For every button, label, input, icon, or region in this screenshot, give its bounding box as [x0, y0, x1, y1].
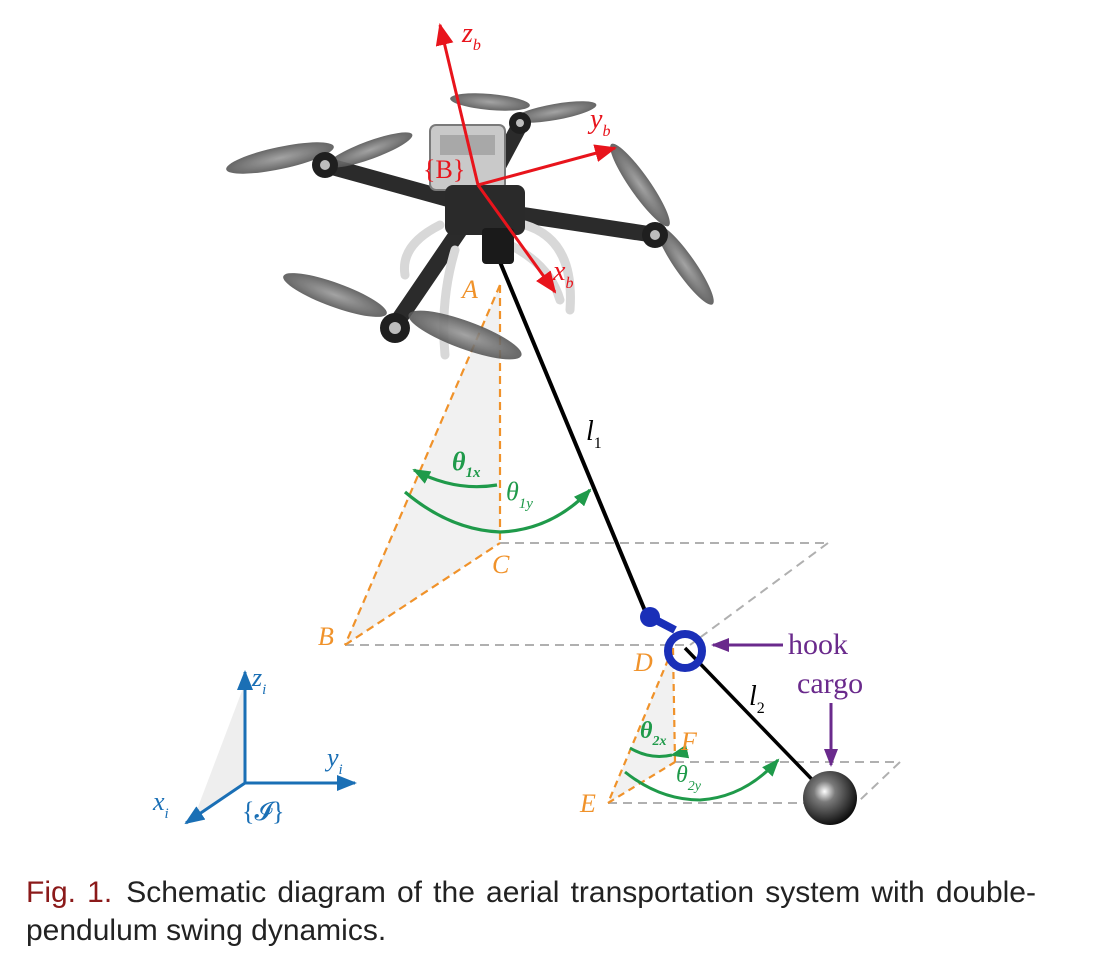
angle-label-theta2y: θ2y	[676, 762, 702, 794]
angle-arc-theta2y	[624, 758, 780, 802]
figure-caption: Fig. 1. Schematic diagram of the aerial t…	[26, 874, 1036, 950]
point-label-C: C	[492, 550, 510, 579]
body-frame-axes	[435, 23, 617, 294]
angle-arc-theta1x	[412, 468, 498, 489]
point-label-B: B	[318, 622, 334, 651]
point-label-E: E	[579, 789, 596, 818]
axis-label-xb: xb	[552, 256, 573, 292]
axis-label-zb: zb	[461, 18, 481, 54]
angle-label-theta1x: θ1x	[452, 447, 481, 481]
cargo-annotation: cargo	[797, 667, 863, 700]
cable-label-l1: l1	[586, 416, 602, 452]
hook-annotation: hook	[788, 628, 848, 661]
body-frame-label: {B}	[423, 155, 465, 184]
lower-plane	[608, 761, 901, 804]
caption-label: Fig. 1.	[26, 876, 113, 909]
cable-l1	[498, 261, 650, 619]
axis-label-yb: yb	[587, 104, 610, 140]
inertial-frame-label: {𝓘}	[242, 797, 285, 826]
axis-label-yi: yi	[324, 743, 343, 778]
hook	[640, 607, 706, 672]
cable-label-l2: l2	[749, 681, 765, 717]
point-label-D: D	[633, 648, 653, 677]
quadrotor-drone	[226, 93, 714, 360]
angle-label-theta2x: θ2x	[640, 718, 666, 749]
axis-label-zi: zi	[251, 663, 266, 698]
axis-label-xi: xi	[152, 787, 169, 822]
cargo-ball	[803, 771, 857, 825]
upper-plane	[345, 542, 829, 646]
angle-arc-theta1y	[403, 488, 592, 534]
caption-text: Schematic diagram of the aerial transpor…	[26, 876, 1036, 947]
point-label-F: F	[680, 727, 698, 756]
inertial-frame	[184, 670, 357, 825]
point-label-A: A	[460, 275, 478, 304]
cable-l2	[683, 646, 830, 798]
angle-label-theta1y: θ1y	[506, 477, 533, 512]
diagram-canvas: {B} zb yb xb hook cargo A B C D E F l1 l…	[152, 18, 901, 826]
angle-arc-theta2x	[629, 744, 690, 759]
